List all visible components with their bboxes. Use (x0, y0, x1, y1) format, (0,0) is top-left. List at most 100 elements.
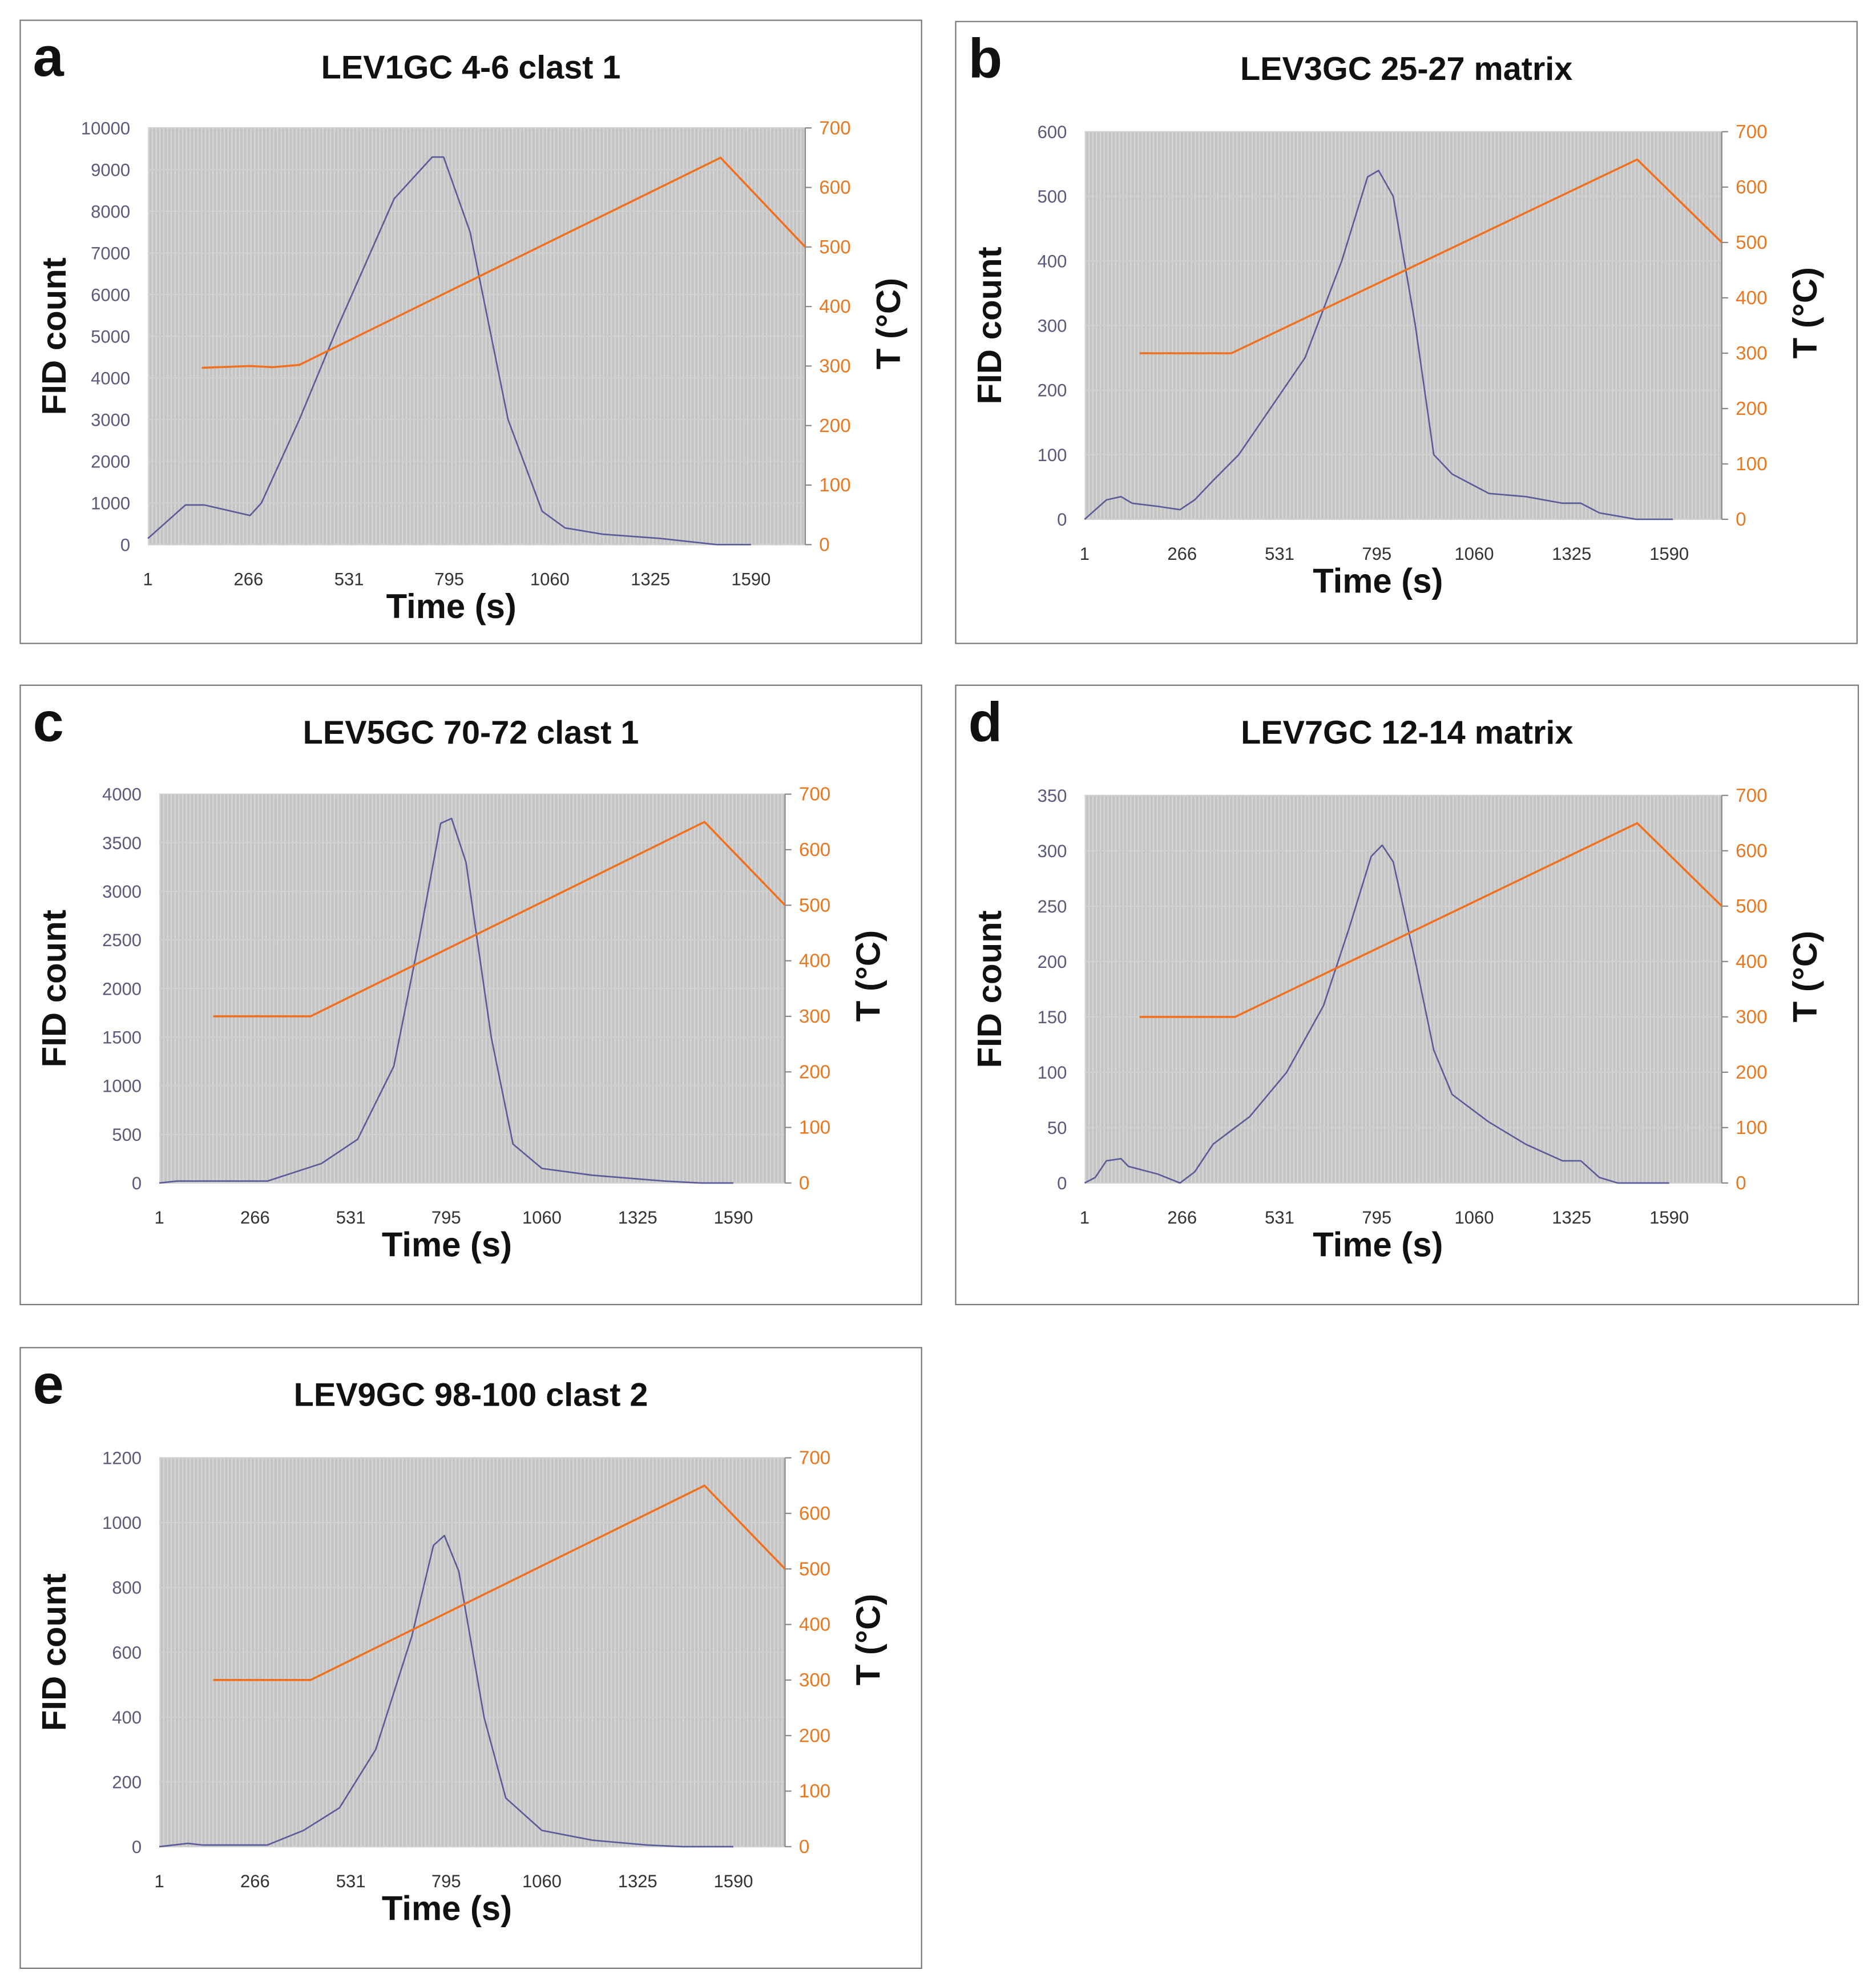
x-tick-label: 1 (154, 1871, 164, 1891)
chart-title: LEV1GC 4-6 clast 1 (321, 50, 621, 86)
y-tick-label: 0 (132, 1173, 142, 1193)
y-tick-label: 4000 (91, 368, 130, 388)
y2-tick-label: 600 (799, 839, 830, 861)
y-axis-title: FID count (35, 1573, 73, 1731)
y2-tick-label: 500 (799, 1559, 830, 1580)
chart-title: LEV3GC 25-27 matrix (1240, 51, 1572, 87)
y-tick-label: 1000 (102, 1076, 142, 1096)
x-axis-title: Time (s) (1313, 1226, 1443, 1264)
y-tick-label: 0 (1057, 510, 1067, 530)
temperature-line (213, 1484, 786, 1681)
y2-axis-title: T (°C) (869, 278, 907, 369)
x-tick-label: 531 (1265, 544, 1294, 564)
y-tick-label: 8000 (91, 201, 130, 221)
y2-tick-label: 700 (799, 1448, 830, 1469)
x-tick-label: 1325 (1552, 544, 1591, 564)
y-axis-title: FID count (35, 910, 73, 1067)
y2-tick-label: 0 (1736, 509, 1746, 530)
chart-panel-e: e LEV9GC 98-100 clast 2020040060080010001… (19, 1347, 922, 1969)
y-tick-label: 200 (1038, 952, 1067, 972)
x-axis-title: Time (s) (1313, 562, 1443, 600)
y-tick-label: 5000 (91, 326, 130, 346)
temperature-line (1139, 158, 1723, 354)
y-tick-label: 1000 (91, 493, 130, 513)
y2-tick-label: 300 (1736, 343, 1767, 364)
y2-axis-title: T (°C) (1786, 931, 1824, 1022)
y-tick-label: 300 (1038, 316, 1067, 336)
x-tick-label: 1590 (731, 569, 770, 589)
y2-tick-label: 500 (1736, 896, 1767, 917)
y-tick-label: 500 (112, 1125, 142, 1145)
x-tick-label: 266 (234, 569, 264, 589)
y2-tick-label: 600 (819, 177, 850, 199)
panel-letter: c (33, 691, 64, 753)
y2-tick-label: 300 (799, 1006, 830, 1027)
y2-tick-label: 600 (1736, 841, 1767, 862)
y2-tick-label: 0 (799, 1836, 809, 1858)
fid-line (1084, 844, 1669, 1184)
panel-letter: e (33, 1353, 64, 1415)
x-tick-label: 266 (240, 1871, 270, 1891)
y-tick-label: 400 (112, 1708, 142, 1727)
chart-title: LEV7GC 12-14 matrix (1241, 715, 1573, 751)
y-tick-label: 10000 (81, 118, 130, 138)
y2-tick-label: 700 (799, 784, 830, 805)
y-tick-label: 2500 (102, 930, 142, 950)
x-tick-label: 1325 (618, 1871, 657, 1891)
y-tick-label: 250 (1038, 897, 1067, 917)
y2-axis-title: T (°C) (1786, 267, 1824, 358)
y2-tick-label: 0 (799, 1173, 809, 1194)
x-tick-label: 1060 (522, 1208, 562, 1228)
chart-title: LEV5GC 70-72 clast 1 (303, 715, 639, 751)
x-tick-label: 1590 (713, 1208, 753, 1228)
y-tick-label: 9000 (91, 160, 130, 180)
temperature-line (201, 156, 806, 369)
y2-tick-label: 100 (819, 475, 850, 496)
x-tick-label: 1 (1080, 1208, 1090, 1228)
x-tick-label: 795 (1362, 1208, 1391, 1228)
y2-tick-label: 500 (799, 895, 830, 916)
x-tick-label: 1590 (1649, 544, 1689, 564)
y-axis-title: FID count (970, 247, 1008, 404)
x-tick-label: 531 (336, 1871, 366, 1891)
y-tick-label: 1500 (102, 1027, 142, 1047)
y2-tick-label: 700 (1736, 785, 1767, 806)
y2-tick-label: 100 (799, 1117, 830, 1139)
x-tick-label: 531 (1265, 1208, 1294, 1228)
y-tick-label: 800 (112, 1578, 142, 1598)
y2-tick-label: 200 (1736, 1062, 1767, 1083)
fid-line (147, 156, 751, 546)
x-tick-label: 531 (334, 569, 364, 589)
y-axis-title: FID count (35, 257, 73, 415)
y-tick-label: 3000 (91, 410, 130, 430)
y2-tick-label: 100 (1736, 1117, 1767, 1139)
x-tick-label: 1325 (618, 1208, 657, 1228)
y-tick-label: 1000 (102, 1513, 142, 1533)
plot-area (1084, 795, 1722, 1183)
y-tick-label: 500 (1038, 187, 1067, 207)
y-tick-label: 50 (1047, 1118, 1067, 1138)
x-tick-label: 1060 (522, 1871, 562, 1891)
x-tick-label: 795 (1362, 544, 1391, 564)
y-tick-label: 100 (1038, 1063, 1067, 1083)
y-tick-label: 600 (112, 1642, 142, 1662)
y2-tick-label: 200 (799, 1061, 830, 1083)
y2-tick-label: 400 (799, 951, 830, 972)
y-tick-label: 100 (1038, 445, 1067, 465)
y2-tick-label: 600 (1736, 177, 1767, 198)
chart-panel-d: d LEV7GC 12-14 matrix 0 50 100 150 200 250 300 35… (955, 684, 1859, 1306)
chart-panel-a: a LEV1GC 4-6 clast 1010002000300040005000… (19, 19, 922, 644)
y-tick-label: 350 (1038, 786, 1067, 806)
y2-tick-label: 400 (819, 296, 850, 317)
y2-tick-label: 500 (1736, 232, 1767, 253)
y-tick-label: 600 (1038, 122, 1067, 142)
y-axis-title: FID count (970, 910, 1008, 1068)
y2-tick-label: 0 (1736, 1173, 1746, 1194)
y2-tick-label: 300 (1736, 1007, 1767, 1028)
fid-line (159, 1535, 733, 1848)
panel-letter: a (33, 26, 64, 88)
y2-tick-label: 300 (819, 356, 850, 377)
y-tick-label: 1200 (102, 1448, 142, 1468)
y2-tick-label: 700 (1736, 122, 1767, 143)
